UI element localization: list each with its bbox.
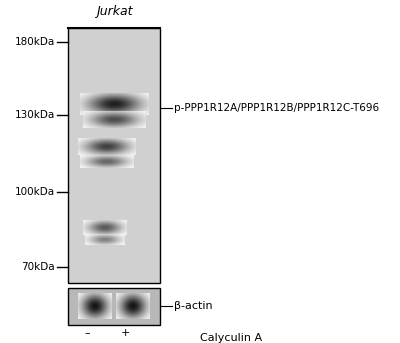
- Bar: [68, 288, 160, 325]
- Text: β-actin: β-actin: [174, 301, 213, 311]
- Text: p-PPP1R12A/PPP1R12B/PPP1R12C-T696: p-PPP1R12A/PPP1R12B/PPP1R12C-T696: [174, 103, 379, 113]
- Text: 70kDa: 70kDa: [21, 262, 55, 272]
- Bar: [68, 28, 160, 283]
- Text: +: +: [120, 328, 130, 338]
- Text: –: –: [84, 328, 90, 338]
- Text: 180kDa: 180kDa: [15, 37, 55, 47]
- Text: 100kDa: 100kDa: [15, 187, 55, 197]
- Bar: [68, 28, 160, 283]
- Bar: [68, 288, 160, 325]
- Text: 130kDa: 130kDa: [15, 110, 55, 120]
- Text: Calyculin A: Calyculin A: [200, 333, 262, 343]
- Text: Jurkat: Jurkat: [96, 5, 132, 18]
